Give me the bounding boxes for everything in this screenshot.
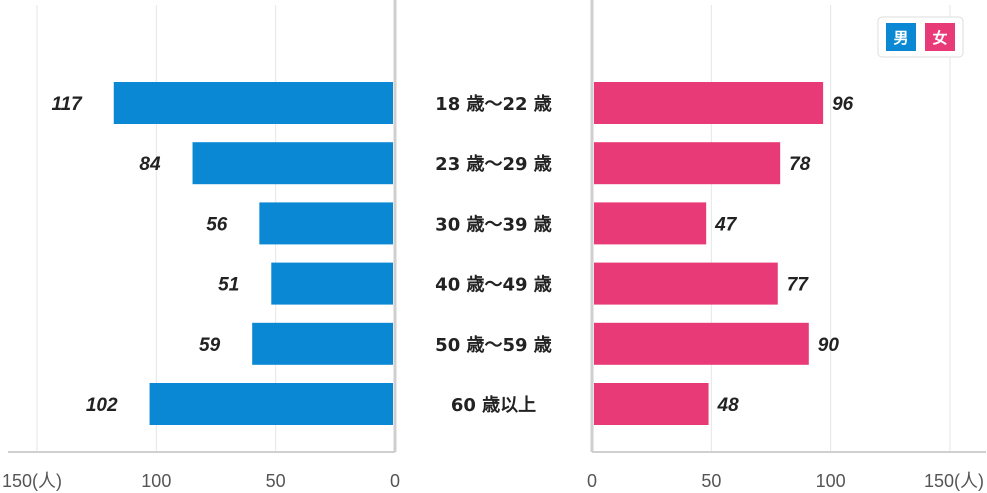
- value-label-female: 47: [714, 214, 738, 235]
- bar-female: [594, 262, 778, 305]
- tick-label-left: 0: [390, 471, 400, 491]
- bars: [113, 82, 824, 425]
- tick-label-left: 50: [266, 471, 286, 491]
- axes: [8, 0, 986, 453]
- value-label-female: 90: [818, 335, 840, 356]
- value-label-male: 84: [139, 154, 161, 175]
- category-label: 30 歳〜39 歳: [435, 214, 552, 235]
- category-label: 23 歳〜29 歳: [435, 154, 552, 175]
- value-label-male: 102: [86, 395, 118, 416]
- tick-label-right: 0: [587, 471, 597, 491]
- tick-label-right: 100: [816, 471, 846, 491]
- value-label-male: 56: [206, 214, 228, 235]
- value-label-male: 117: [51, 94, 83, 115]
- bar-female: [594, 82, 824, 124]
- tick-label-right: 50: [701, 471, 721, 491]
- category-label: 60 歳以上: [451, 395, 536, 416]
- bar-male: [192, 142, 393, 185]
- tick-label-left: 150(人): [2, 471, 62, 491]
- tick-label-left: 100: [141, 471, 171, 491]
- bar-male: [271, 262, 393, 305]
- value-label-female: 78: [789, 154, 811, 175]
- grid-lines: [36, 5, 951, 452]
- bar-male: [113, 82, 393, 124]
- bar-female: [594, 142, 781, 185]
- category-labels: 18 歳〜22 歳 23 歳〜29 歳 30 歳〜39 歳 40 歳〜49 歳 50 歳…: [435, 94, 552, 416]
- value-label-female: 77: [787, 275, 810, 296]
- legend-swatch-female: [925, 23, 955, 51]
- axis-ticks: 150(人) 100 50 0 0 50 100 150(人): [2, 471, 984, 491]
- legend-swatch-male: [886, 23, 916, 51]
- category-label: 40 歳〜49 歳: [435, 275, 552, 296]
- bar-male: [259, 202, 393, 245]
- value-label-female: 48: [717, 395, 740, 416]
- value-label-male: 51: [218, 275, 239, 296]
- category-label: 50 歳〜59 歳: [435, 335, 552, 356]
- bar-female: [594, 383, 709, 425]
- value-labels: 117 96 84 78 56 47 51 77 59 90 102 48: [51, 94, 853, 416]
- bar-male: [252, 322, 393, 365]
- legend: 男女: [877, 16, 964, 58]
- category-label: 18 歳〜22 歳: [435, 94, 552, 115]
- value-label-female: 96: [832, 94, 854, 115]
- legend-label-male: 男: [893, 29, 908, 47]
- tick-label-right: 150(人): [924, 471, 984, 491]
- bar-female: [594, 202, 707, 245]
- value-label-male: 59: [199, 335, 221, 356]
- bar-male: [149, 383, 393, 425]
- bar-female: [594, 322, 809, 365]
- legend-label-female: 女: [932, 29, 947, 47]
